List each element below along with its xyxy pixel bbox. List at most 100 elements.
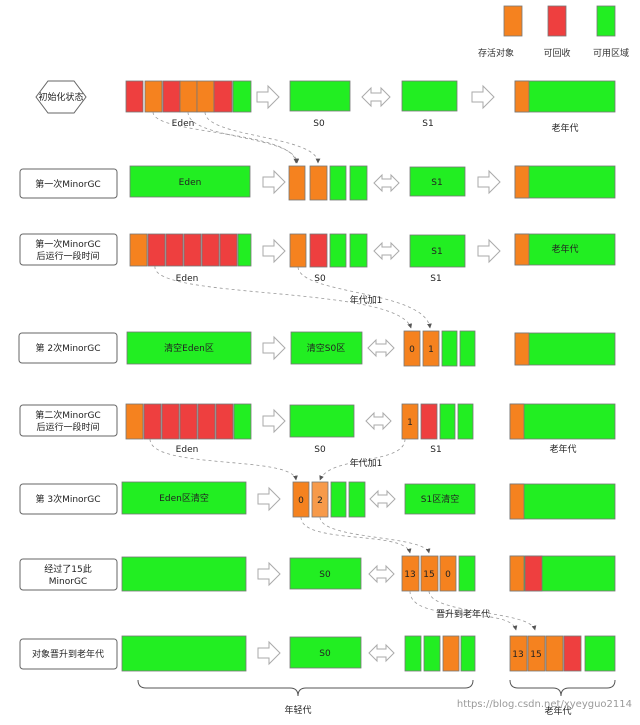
old-space: [509, 403, 616, 440]
row-label-box: [19, 233, 118, 266]
row-label-line: 第二次MinorGC: [35, 409, 100, 421]
young-gen-brace: [137, 679, 474, 697]
object-age: 0: [409, 345, 415, 355]
row-third-minor-gc: 第 3次MinorGC Eden区清空 0 2 S1区清空: [19, 481, 616, 520]
s0-label: S0: [314, 274, 326, 284]
s1-label: S1: [431, 178, 442, 188]
old-space: [514, 332, 616, 366]
flow-arrow: [262, 408, 286, 434]
row-label-line: 第 3次MinorGC: [35, 493, 100, 505]
flow-arrow: [256, 84, 280, 110]
row-label-box: [18, 332, 118, 364]
legend-free-label: 可用区域: [593, 47, 629, 59]
s0-label: S0: [314, 445, 326, 455]
swap-arrow: [361, 86, 391, 108]
eden-space: [126, 331, 252, 365]
old-space: [514, 233, 616, 266]
s0-space: [289, 233, 368, 268]
flow-arrow: [477, 169, 501, 195]
row-label-line: 第一次MinorGC: [35, 178, 100, 190]
old-label: 老年代: [549, 443, 576, 455]
row-after-first-gc: 第一次MinorGC 后运行一段时间 Eden S0 S1 S1 老年: [19, 233, 616, 284]
age-increment-note: 年代加1: [350, 294, 383, 306]
eden-label: Eden: [176, 274, 199, 284]
object-age: 0: [445, 570, 451, 580]
row-label-line: MinorGC: [49, 577, 87, 587]
eden-label: 清空Eden区: [164, 342, 214, 354]
row-label-box: [19, 638, 118, 670]
object-age: 15: [423, 570, 434, 580]
s1-label: S1: [430, 445, 441, 455]
flow-arrow: [477, 238, 501, 264]
copy-arrows: [300, 516, 431, 554]
eden-space: [129, 165, 251, 198]
promote-note: 晋升到老年代: [436, 608, 490, 620]
row-first-minor-gc: 第一次MinorGC Eden S1: [19, 165, 616, 201]
flow-arrow: [257, 561, 281, 587]
s1-space: [404, 635, 476, 672]
eden-space: [129, 233, 252, 267]
s0-label: S0: [313, 119, 325, 129]
eden-space: [125, 80, 252, 113]
s0-label: S0: [319, 649, 331, 659]
flow-arrow: [257, 640, 281, 666]
row-label-line: 初始化状态: [38, 91, 83, 103]
s0-space: [288, 165, 368, 201]
row-after-second-gc: 第二次MinorGC 后运行一段时间 Eden S0 1 S1 老年代: [19, 403, 616, 455]
flow-arrow: [262, 238, 286, 264]
row-label-line: 对象晋升到老年代: [32, 648, 104, 660]
swap-arrow: [369, 489, 396, 509]
eden-label: Eden: [179, 178, 202, 188]
flow-arrow: [257, 486, 281, 512]
s0-label: 清空S0区: [307, 342, 345, 354]
row-label-line: 第 2次MinorGC: [35, 342, 100, 354]
s1-label: S1: [430, 274, 441, 284]
s1-space: [401, 555, 476, 592]
row-label-box: [19, 558, 118, 591]
s1-space: [403, 330, 476, 367]
legend-recycle-label: 可回收: [543, 47, 570, 59]
object-age: 0: [298, 496, 304, 506]
eden-label: Eden区清空: [159, 492, 209, 504]
s1-label: S1: [431, 247, 442, 257]
flow-arrow: [262, 169, 286, 195]
old-space: [509, 635, 616, 672]
copy-arrows: [149, 438, 406, 481]
object-age: 13: [512, 650, 523, 660]
s1-space: [404, 483, 476, 515]
s1-space: [409, 234, 466, 268]
object-age: 2: [317, 496, 323, 506]
flow-arrow: [262, 335, 286, 361]
legend: 存活对象 可回收 可用区域: [478, 5, 629, 59]
eden-space: [121, 635, 247, 672]
old-space: [514, 80, 616, 113]
object-age: 1: [428, 345, 434, 355]
s0-space: [289, 636, 362, 669]
copy-arrows: [154, 265, 432, 329]
promote-arrows: [409, 590, 537, 631]
s1-label: S1区清空: [421, 493, 459, 505]
watermark: https://blog.csdn.net/xyeyguo2114: [457, 699, 632, 710]
row-label-box: [19, 404, 118, 437]
object-age: 1: [407, 418, 413, 428]
swap-arrow: [368, 643, 395, 663]
row-label-box: [19, 483, 118, 515]
young-gen-label: 年轻代: [284, 704, 311, 716]
eden-label: Eden: [176, 445, 199, 455]
swap-arrow: [367, 338, 395, 358]
s1-space: [401, 80, 458, 112]
object-age: 13: [404, 570, 415, 580]
legend-survive-swatch: [503, 5, 523, 37]
s0-space: [289, 80, 351, 112]
object-age: 15: [530, 650, 541, 660]
old-space: [514, 165, 616, 199]
age-increment-note: 年代加1: [350, 457, 383, 469]
s0-space: [289, 557, 362, 590]
swap-arrow: [373, 241, 400, 261]
s0-space: [289, 404, 355, 438]
swap-arrow: [365, 411, 392, 431]
s0-label: S0: [319, 570, 331, 580]
row-label-box: [35, 80, 87, 114]
old-label: 老年代: [551, 243, 578, 255]
row-label-line: 后运行一段时间: [36, 421, 99, 433]
